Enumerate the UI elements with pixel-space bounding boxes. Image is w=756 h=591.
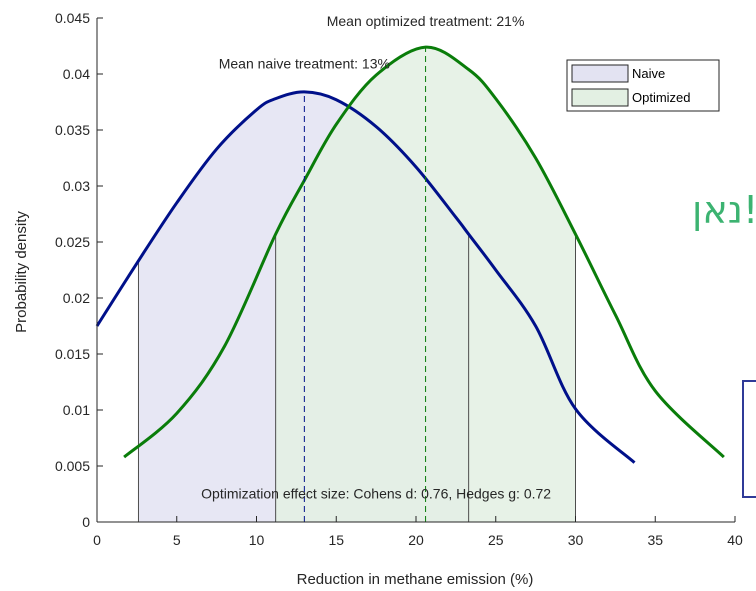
curve-naive [95, 90, 636, 464]
x-tick-label: 0 [93, 532, 101, 548]
legend-swatch-naive [571, 64, 629, 83]
x-tick-label: 20 [408, 532, 424, 548]
x-tick-label: 25 [488, 532, 504, 548]
x-tick-label: 35 [647, 532, 663, 548]
x-axis-title: Reduction in methane emission (%) [297, 571, 534, 588]
hebrew-overlay-text: נאן! [692, 188, 756, 232]
curve-optimized [123, 45, 725, 459]
curve-layer [95, 45, 725, 464]
overlay-box [742, 380, 756, 498]
y-tick-label: 0.015 [55, 346, 90, 362]
y-tick-label: 0.03 [63, 178, 90, 194]
y-axis-title: Probability density [13, 211, 30, 333]
y-ticks: 0 0.005 0.01 0.015 0.02 0.025 0.03 0.035 0.04 0.0… [55, 10, 103, 530]
x-tick-label: 15 [328, 532, 344, 548]
annotation-mean-optimized: Mean optimized treatment: 21% [327, 13, 525, 29]
x-tick-label: 10 [249, 532, 265, 548]
legend-label-naive: Naive [632, 66, 665, 81]
x-ticks: 0 5 10 15 20 25 30 35 40 [93, 516, 743, 548]
y-tick-label: 0.025 [55, 234, 90, 250]
x-tick-label: 40 [727, 532, 743, 548]
boundary-lines [137, 234, 576, 522]
y-tick-label: 0.035 [55, 122, 90, 138]
y-tick-label: 0.005 [55, 458, 90, 474]
shaded-area-optimized [275, 47, 576, 523]
legend: Naive Optimized [566, 59, 720, 112]
y-tick-label: 0.045 [55, 10, 90, 26]
x-tick-label: 30 [568, 532, 584, 548]
y-tick-label: 0.04 [63, 66, 90, 82]
y-tick-label: 0 [82, 514, 90, 530]
legend-label-optimized: Optimized [632, 90, 691, 105]
mean-lines [303, 47, 427, 522]
legend-swatch-optimized [571, 88, 629, 107]
annotation-mean-naive: Mean naive treatment: 13% [219, 55, 390, 71]
x-tick-label: 5 [173, 532, 181, 548]
y-tick-label: 0.02 [63, 290, 90, 306]
annotation-effect-size: Optimization effect size: Cohens d: 0.76… [201, 485, 551, 501]
fill-layer [138, 47, 576, 523]
y-tick-label: 0.01 [63, 402, 90, 418]
